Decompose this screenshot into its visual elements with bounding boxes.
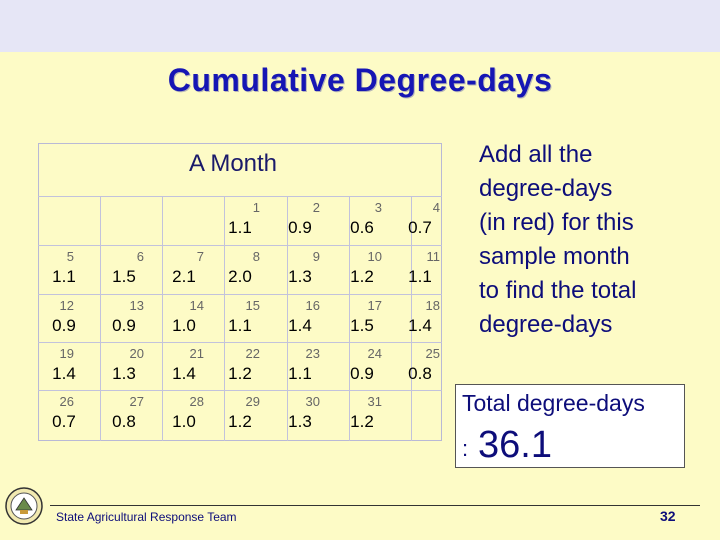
calendar-column-divider: [348, 196, 350, 441]
calendar-row-divider: [38, 196, 442, 197]
calendar-degree-day-value: 2.1: [172, 267, 196, 286]
footer-divider: [50, 505, 700, 506]
calendar-day-number: 20: [129, 346, 144, 361]
calendar-degree-day-value: 1.1: [408, 267, 432, 286]
calendar-day-number: 14: [189, 298, 204, 313]
calendar-degree-day-value: 1.2: [228, 412, 252, 431]
instruction-line: sample month: [479, 243, 630, 270]
calendar-day-number: 16: [305, 298, 320, 313]
calendar-degree-day-value: 2.0: [228, 267, 252, 286]
calendar-degree-day-value: 1.1: [228, 316, 252, 335]
calendar-day-number: 17: [367, 298, 382, 313]
slide-title: Cumulative Degree-days: [167, 62, 553, 98]
instruction-line: Add all the: [479, 141, 593, 168]
calendar-degree-day-value: 1.2: [350, 412, 374, 431]
calendar-day-number: 24: [367, 346, 382, 361]
top-band: [0, 0, 720, 52]
content-area: [0, 118, 720, 540]
calendar-day-number: 23: [305, 346, 320, 361]
calendar-day-number: 19: [59, 346, 74, 361]
calendar-row-divider: [38, 342, 442, 343]
calendar-day-number: 22: [245, 346, 260, 361]
total-label: Total degree-days: [462, 390, 645, 416]
calendar-day-number: 5: [66, 249, 74, 264]
calendar-degree-day-value: 0.9: [288, 218, 312, 237]
calendar-day-number: 7: [196, 249, 204, 264]
calendar-grid: [38, 143, 442, 441]
state-seal-icon: [5, 487, 43, 525]
calendar-degree-day-value: 1.1: [228, 218, 252, 237]
calendar-column-divider: [286, 196, 288, 441]
calendar-degree-day-value: 0.7: [52, 412, 76, 431]
calendar-day-number: 11: [426, 249, 441, 264]
calendar-degree-day-value: 0.6: [350, 218, 374, 237]
calendar-degree-day-value: 0.8: [408, 364, 432, 383]
calendar-day-number: 30: [305, 394, 320, 409]
calendar-day-number: 12: [59, 298, 74, 313]
total-value: 36.1: [478, 424, 552, 466]
calendar-degree-day-value: 1.4: [408, 316, 432, 335]
calendar-row-divider: [38, 245, 442, 246]
instruction-line: degree-days: [479, 175, 613, 202]
instructions: Add all the degree-days (in red) for thi…: [479, 138, 699, 342]
calendar-degree-day-value: 1.0: [172, 316, 196, 335]
calendar-degree-day-value: 1.2: [228, 364, 252, 383]
calendar-degree-day-value: 1.3: [112, 364, 136, 383]
calendar-degree-day-value: 0.8: [112, 412, 136, 431]
calendar-day-number: 1: [252, 200, 260, 215]
calendar-degree-day-value: 0.7: [408, 218, 432, 237]
total-colon: :: [462, 436, 469, 461]
calendar-title: A Month: [188, 150, 278, 177]
calendar-day-number: 28: [189, 394, 204, 409]
calendar-column-divider: [162, 196, 164, 441]
total-box: [455, 384, 685, 468]
calendar-day-number: 21: [189, 346, 204, 361]
calendar-day-number: 29: [245, 394, 260, 409]
calendar-degree-day-value: 1.4: [52, 364, 76, 383]
calendar-degree-day-value: 0.9: [350, 364, 374, 383]
calendar-degree-day-value: 1.0: [172, 412, 196, 431]
instruction-line: (in red) for this: [479, 209, 634, 236]
calendar-day-number: 25: [425, 346, 440, 361]
calendar-day-number: 31: [367, 394, 382, 409]
calendar-day-number: 18: [425, 298, 440, 313]
instruction-line: degree-days: [479, 311, 613, 338]
calendar-degree-day-value: 1.4: [288, 316, 312, 335]
calendar-degree-day-value: 1.2: [350, 267, 374, 286]
calendar-degree-day-value: 0.9: [112, 316, 136, 335]
calendar-degree-day-value: 0.9: [52, 316, 76, 335]
calendar-day-number: 2: [312, 200, 320, 215]
calendar-day-number: 10: [367, 249, 382, 264]
footer-text: State Agricultural Response Team: [56, 510, 237, 524]
calendar-degree-day-value: 1.1: [288, 364, 312, 383]
calendar-day-number: 8: [252, 249, 260, 264]
instruction-line: to find the total: [479, 277, 637, 304]
calendar-column-divider: [410, 196, 412, 441]
calendar-degree-day-value: 1.3: [288, 267, 312, 286]
calendar-day-number: 26: [59, 394, 74, 409]
calendar-row-divider: [38, 390, 442, 391]
calendar-degree-day-value: 1.5: [112, 267, 136, 286]
calendar-degree-day-value: 1.5: [350, 316, 374, 335]
calendar-day-number: 15: [245, 298, 260, 313]
calendar-column-divider: [224, 196, 226, 441]
calendar-day-number: 13: [129, 298, 144, 313]
page-number: 32: [660, 508, 676, 524]
calendar-degree-day-value: 1.4: [172, 364, 196, 383]
calendar-row-divider: [38, 294, 442, 295]
calendar-day-number: 27: [129, 394, 144, 409]
calendar-day-number: 9: [312, 249, 320, 264]
calendar-column-divider: [100, 196, 102, 441]
calendar-degree-day-value: 1.1: [52, 267, 76, 286]
calendar-day-number: 6: [136, 249, 144, 264]
calendar-degree-day-value: 1.3: [288, 412, 312, 431]
calendar-day-number: 3: [374, 200, 382, 215]
calendar-day-number: 4: [432, 200, 440, 215]
